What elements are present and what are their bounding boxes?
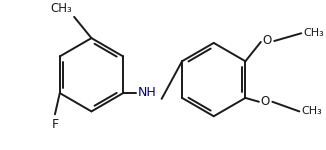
Text: CH₃: CH₃	[303, 28, 324, 38]
Text: NH: NH	[138, 86, 156, 99]
Text: O: O	[263, 34, 272, 48]
Text: CH₃: CH₃	[301, 106, 322, 116]
Text: O: O	[261, 95, 270, 108]
Text: CH₃: CH₃	[51, 2, 72, 15]
Text: F: F	[52, 118, 59, 131]
